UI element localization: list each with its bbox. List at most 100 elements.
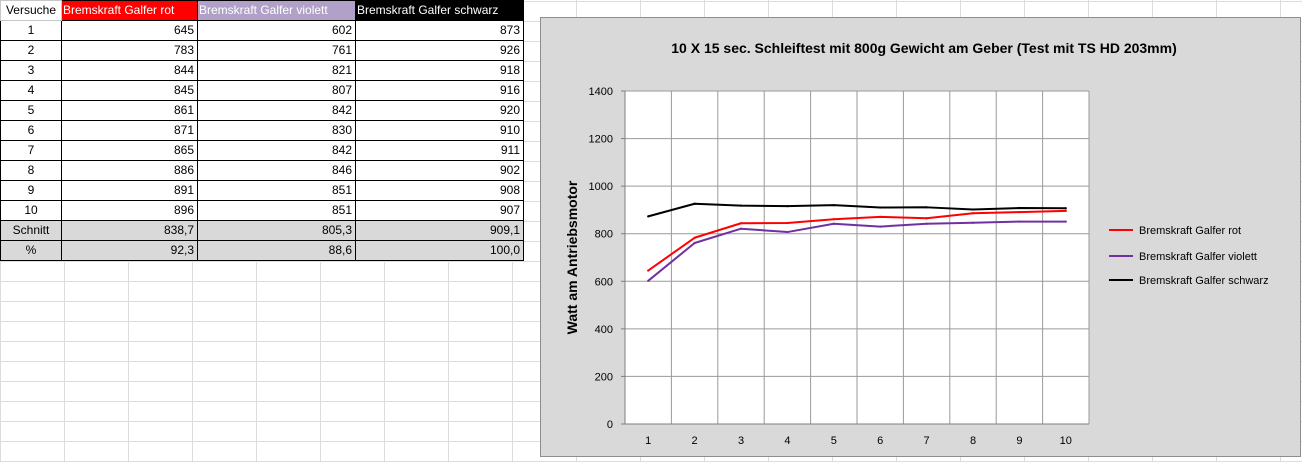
data-point [832,204,835,207]
value-cell[interactable]: 916 [355,80,524,101]
data-point [1018,220,1021,223]
value-cell[interactable]: 902 [355,160,524,181]
x-tick-label: 10 [1060,435,1072,447]
trial-cell[interactable]: 8 [0,160,62,181]
x-tick-label: 2 [692,435,698,447]
data-point [971,221,975,224]
legend-label: Bremskraft Galfer violett [1139,251,1257,263]
trial-cell[interactable]: 9 [0,180,62,201]
value-cell[interactable]: 830 [197,120,356,141]
table-row: 5 861 842 920 [0,100,524,121]
value-cell[interactable]: 842 [197,140,356,161]
table-row: 4 845 807 916 [0,80,524,101]
table-row: 10 896 851 907 [0,200,524,221]
y-tick-label: 1200 [589,134,613,146]
data-point [647,279,650,282]
value-cell[interactable]: 871 [61,120,198,141]
value-cell[interactable]: 761 [197,40,356,61]
value-cell[interactable]: 918 [355,60,524,81]
value-cell[interactable]: 842 [197,100,356,121]
chart-title: 10 X 15 sec. Schleiftest mit 800g Gewich… [671,40,1176,56]
x-tick-label: 8 [970,435,976,447]
header-cell[interactable]: Bremskraft Galfer schwarz [355,0,524,21]
y-tick-label: 200 [595,371,613,383]
summary-row: Schnitt 838,7 805,3 909,1 [0,220,524,241]
summary-value-cell[interactable]: 88,6 [197,240,356,261]
value-cell[interactable]: 783 [61,40,198,61]
table-row: 7 865 842 911 [0,140,524,161]
trial-cell[interactable]: 10 [0,200,62,221]
x-tick-label: 7 [924,435,930,447]
value-cell[interactable]: 861 [61,100,198,121]
value-cell[interactable]: 907 [355,200,524,221]
chart-svg: 0 200 400 600 800 1000 1200 1400 1 2 3 4 5 6 7 8 9 10 10 X… [564,40,1269,447]
summary-value-cell[interactable]: 805,3 [197,220,356,241]
header-cell[interactable]: Bremskraft Galfer rot [61,0,198,21]
value-cell[interactable]: 821 [197,60,356,81]
data-point [786,221,789,225]
line-chart[interactable]: 0 200 400 600 800 1000 1200 1400 1 2 3 4 5 6 7 8 9 10 10 X… [540,17,1301,457]
header-cell[interactable]: Versuche [0,0,62,21]
value-cell[interactable]: 908 [355,180,524,201]
series-line-2 [647,220,1066,282]
value-cell[interactable]: 846 [197,160,356,181]
data-point [925,206,928,209]
table-row: 6 871 830 910 [0,120,524,141]
summary-value-cell[interactable]: 838,7 [61,220,198,241]
trial-cell[interactable]: 6 [0,120,62,141]
data-point [925,222,928,225]
value-cell[interactable]: 851 [197,200,356,221]
data-point [693,241,696,245]
y-axis-label: Watt am Antriebsmotor [564,180,580,334]
value-cell[interactable]: 865 [61,140,198,161]
legend-label: Bremskraft Galfer rot [1139,225,1241,237]
legend-label: Bremskraft Galfer schwarz [1139,275,1269,287]
summary-label-cell[interactable]: Schnitt [0,220,62,241]
y-tick-label: 1000 [589,181,613,193]
trial-cell[interactable]: 7 [0,140,62,161]
y-tick-label: 400 [595,324,613,336]
trial-cell[interactable]: 2 [0,40,62,61]
table-row: 8 886 846 902 [0,160,524,181]
x-tick-label: 1 [645,435,651,447]
data-point [693,202,696,205]
trial-cell[interactable]: 5 [0,100,62,121]
value-cell[interactable]: 844 [61,60,198,81]
y-tick-label: 0 [607,419,613,431]
trial-cell[interactable]: 4 [0,80,62,101]
data-point [739,204,743,207]
data-point [1064,207,1067,210]
data-point [693,236,696,239]
y-tick-label: 600 [595,276,613,288]
data-point [1064,209,1067,212]
data-point [1064,220,1067,223]
x-tick-label: 6 [877,435,883,447]
trial-cell[interactable]: 1 [0,20,62,41]
data-point [786,205,789,208]
value-cell[interactable]: 896 [61,200,198,221]
data-point [647,215,650,218]
data-point [832,218,835,221]
value-cell[interactable]: 851 [197,180,356,201]
trial-cell[interactable]: 3 [0,60,62,81]
value-cell[interactable]: 602 [197,20,356,41]
summary-row: % 92,3 88,6 100,0 [0,240,524,261]
data-point [786,230,789,234]
summary-value-cell[interactable]: 909,1 [355,220,524,241]
summary-label-cell[interactable]: % [0,240,62,261]
value-cell[interactable]: 845 [61,80,198,101]
summary-value-cell[interactable]: 92,3 [61,240,198,261]
summary-value-cell[interactable]: 100,0 [355,240,524,261]
value-cell[interactable]: 911 [355,140,524,161]
data-point [971,208,975,211]
value-cell[interactable]: 910 [355,120,524,141]
value-cell[interactable]: 920 [355,100,524,121]
header-cell[interactable]: Bremskraft Galfer violett [197,0,356,21]
value-cell[interactable]: 886 [61,160,198,181]
value-cell[interactable]: 891 [61,180,198,201]
value-cell[interactable]: 926 [355,40,524,61]
y-tick-label: 1400 [589,86,613,98]
value-cell[interactable]: 873 [355,20,524,41]
value-cell[interactable]: 807 [197,80,356,101]
value-cell[interactable]: 645 [61,20,198,41]
